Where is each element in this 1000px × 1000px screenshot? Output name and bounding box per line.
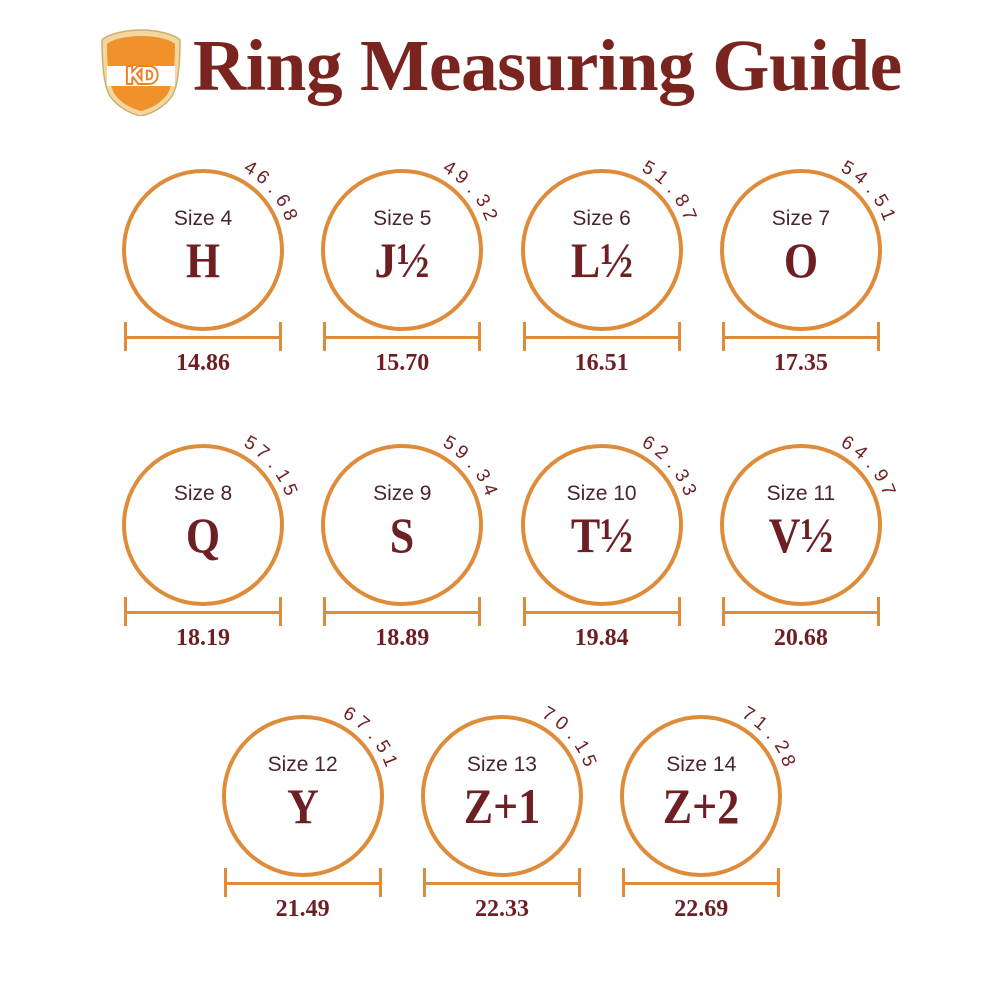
svg-text:KD: KD <box>126 62 157 88</box>
